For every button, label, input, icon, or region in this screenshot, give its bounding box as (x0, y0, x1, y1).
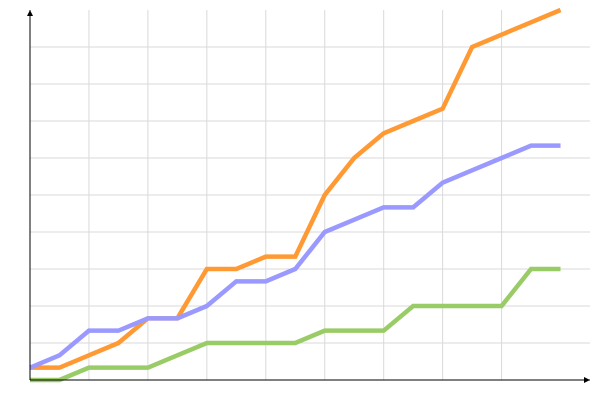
x-axis-arrow-icon (584, 377, 590, 383)
series-line-1 (30, 7, 562, 370)
y-axis-arrow-icon (27, 10, 33, 16)
series-lines (29, 7, 562, 383)
series-line-2 (29, 143, 561, 370)
axes (27, 10, 590, 383)
grid (30, 10, 590, 380)
series-line-3 (30, 266, 561, 383)
